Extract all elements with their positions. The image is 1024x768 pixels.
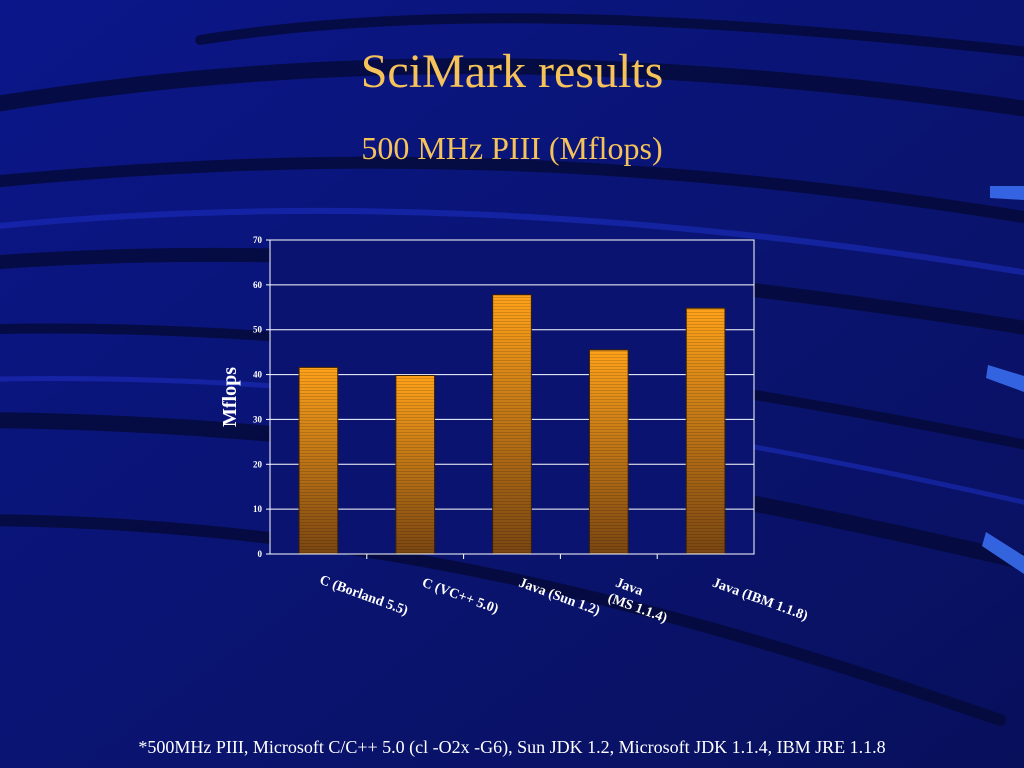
bar-texture <box>299 367 338 554</box>
y-tick-label: 40 <box>253 370 263 380</box>
y-tick-label: 50 <box>253 325 263 335</box>
x-category-label-line1: Java (IBM 1.1.8) <box>710 576 810 625</box>
bar-texture <box>492 294 532 554</box>
x-category-label-line1: Java (Sun 1.2) <box>517 576 602 619</box>
bar-texture <box>686 308 725 554</box>
bar-texture <box>589 349 629 554</box>
x-category-label: C (Borland 5.5) <box>317 573 410 619</box>
x-category-labels: C (Borland 5.5) C (VC++ 5.0) Java (Sun 1.2… <box>317 573 810 626</box>
x-category-label: C (VC++ 5.0) <box>420 576 501 618</box>
y-tick-label: 70 <box>253 235 263 245</box>
slide-subtitle: 500 MHz PIII (Mflops) <box>361 130 663 166</box>
x-category-label: Java (IBM 1.1.8) <box>710 576 810 625</box>
x-category-label-line1: C (VC++ 5.0) <box>420 576 501 618</box>
y-tick-label: 30 <box>253 414 263 424</box>
footnote: *500MHz PIII, Microsoft C/C++ 5.0 (cl -O… <box>138 737 886 757</box>
x-category-label: Java (Sun 1.2) <box>517 576 602 619</box>
y-tick-label: 10 <box>253 504 263 514</box>
bars <box>298 294 726 555</box>
bar-texture <box>395 375 435 554</box>
y-tick-label: 0 <box>258 549 263 559</box>
x-category-label-line2: C (Borland 5.5) <box>317 573 410 619</box>
y-tick-labels: 0 10 20 30 40 50 60 70 <box>253 235 263 559</box>
y-tick-label: 20 <box>253 459 263 469</box>
axes <box>266 239 754 559</box>
y-axis-title: Mflops <box>219 367 241 427</box>
y-tick-label: 60 <box>253 280 263 290</box>
slide-title: SciMark results <box>360 45 664 98</box>
x-category-label: Java(MS 1.1.4) <box>606 576 670 627</box>
